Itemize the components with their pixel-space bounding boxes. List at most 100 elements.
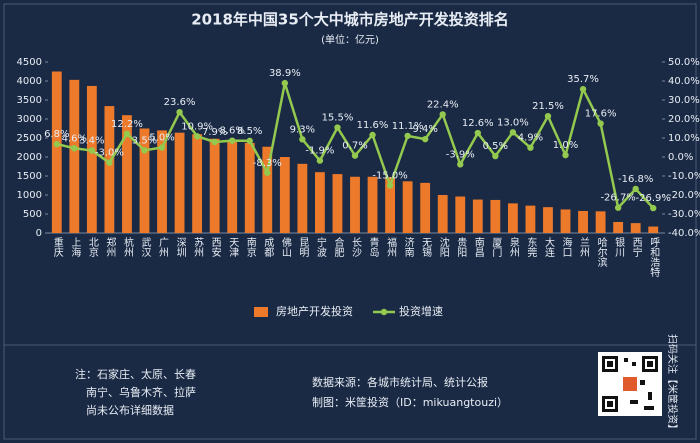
bar xyxy=(367,176,378,233)
value-label: 3.5% xyxy=(132,135,157,146)
value-label: 4.6% xyxy=(62,133,87,144)
point xyxy=(229,137,236,144)
x-tick-label: 青岛 xyxy=(367,236,379,258)
bar xyxy=(472,199,483,233)
note: 尚未公布详细数据 xyxy=(86,403,174,417)
point xyxy=(650,204,657,212)
point xyxy=(71,145,78,152)
bar xyxy=(437,195,448,233)
legend-label: 房地产开发投资 xyxy=(276,304,353,318)
y-tick-label: 2000 xyxy=(17,152,42,163)
point xyxy=(492,152,499,160)
note: 注：石家庄、太原、长春 xyxy=(75,367,196,381)
x-tick-label: 佛山 xyxy=(279,236,291,257)
x-tick-label: 重庆 xyxy=(51,236,63,258)
x-tick-label: 福州 xyxy=(385,236,397,257)
bar xyxy=(104,106,115,233)
value-label: -26.9% xyxy=(636,193,671,204)
source: 数据来源：各城市统计局、统计公报 xyxy=(312,375,488,389)
chart-subtitle: (单位：亿元) xyxy=(321,33,379,46)
y-tick-label: 2500 xyxy=(17,133,42,144)
point xyxy=(527,144,534,151)
x-tick-label: 东莞 xyxy=(525,236,537,258)
x-tick-label: 银川 xyxy=(613,236,625,257)
x-tick-label: 泉州 xyxy=(507,236,519,257)
bar xyxy=(279,157,290,233)
point xyxy=(474,129,481,137)
bar xyxy=(86,85,97,233)
value-label: 23.6% xyxy=(164,97,196,108)
point xyxy=(193,133,201,140)
value-label: 5.0% xyxy=(149,133,174,144)
value-label: 13.0% xyxy=(497,117,529,128)
x-tick-label: 西安 xyxy=(209,237,221,258)
value-label: -3.9% xyxy=(446,149,475,160)
y-tick-label: 3000 xyxy=(17,114,42,125)
x-tick-label: 郑州 xyxy=(104,236,116,257)
y2-tick-label: -30.0% xyxy=(668,209,700,220)
bar xyxy=(613,221,624,233)
x-tick-label: 兰州 xyxy=(578,236,590,257)
x-tick-label: 南京 xyxy=(244,236,256,258)
bar xyxy=(402,181,413,233)
y-tick-label: 3500 xyxy=(17,95,42,106)
value-label: 15.5% xyxy=(322,113,354,124)
point xyxy=(404,132,411,140)
qr-code xyxy=(598,352,662,416)
x-tick-label: 深圳 xyxy=(174,237,186,257)
value-label: 10.9% xyxy=(181,121,213,132)
legend-label: 投资增速 xyxy=(399,304,443,318)
value-label: 38.9% xyxy=(269,68,301,79)
bar xyxy=(560,209,571,233)
point xyxy=(53,140,60,148)
y2-tick-label: -40.0% xyxy=(668,228,700,239)
value-label: 4.9% xyxy=(518,133,543,144)
chart-title: 2018年中国35个大中城市房地产开发投资排名 xyxy=(191,11,509,29)
x-tick-label: 上海 xyxy=(69,237,81,258)
value-label: 22.4% xyxy=(427,99,459,110)
bar xyxy=(490,199,501,233)
bar xyxy=(69,79,80,233)
x-tick-label: 贵阳 xyxy=(455,236,467,257)
source: 制图：米筐投资（ID：mikuangtouzi） xyxy=(312,395,508,409)
y2-tick-label: 20.0% xyxy=(668,114,700,125)
y-tick-label: 1500 xyxy=(17,171,42,182)
point xyxy=(316,157,324,164)
y2-tick-label: 50.0% xyxy=(668,57,700,68)
point xyxy=(299,136,306,143)
bar xyxy=(297,163,308,233)
y2-tick-label: 40.0% xyxy=(668,76,700,87)
value-label: 11.6% xyxy=(357,120,389,131)
point xyxy=(579,85,587,93)
point xyxy=(369,131,376,139)
x-tick-label: 大连 xyxy=(542,236,554,258)
value-label: -26.7% xyxy=(600,193,635,204)
value-label: 6.8% xyxy=(44,129,69,140)
value-label: 9.3% xyxy=(290,124,315,135)
point xyxy=(106,159,113,166)
bar xyxy=(139,128,150,233)
value-label: 0.7% xyxy=(342,141,367,152)
x-tick-label: 广州 xyxy=(157,237,169,257)
bar xyxy=(578,210,588,233)
bar xyxy=(315,172,325,233)
bar xyxy=(455,196,466,233)
bar xyxy=(262,146,273,233)
x-tick-label: 昆明 xyxy=(297,237,309,258)
x-tick-label: 厦门 xyxy=(490,237,502,258)
value-label: 21.5% xyxy=(532,101,564,112)
x-tick-label: 天津 xyxy=(227,237,239,258)
bar xyxy=(630,223,641,233)
value-label: 8.6% xyxy=(219,126,244,137)
value-label: 8.5% xyxy=(237,126,262,137)
point xyxy=(88,147,96,154)
x-tick-label: 哈尔滨 xyxy=(595,236,607,268)
y2-tick-label: -20.0% xyxy=(668,190,700,201)
bar xyxy=(244,142,255,233)
x-tick-label: 沈阳 xyxy=(437,236,449,257)
value-label: 35.7% xyxy=(567,74,599,85)
bar xyxy=(385,177,395,233)
x-tick-label: 南昌 xyxy=(472,236,484,258)
bar xyxy=(227,141,238,233)
